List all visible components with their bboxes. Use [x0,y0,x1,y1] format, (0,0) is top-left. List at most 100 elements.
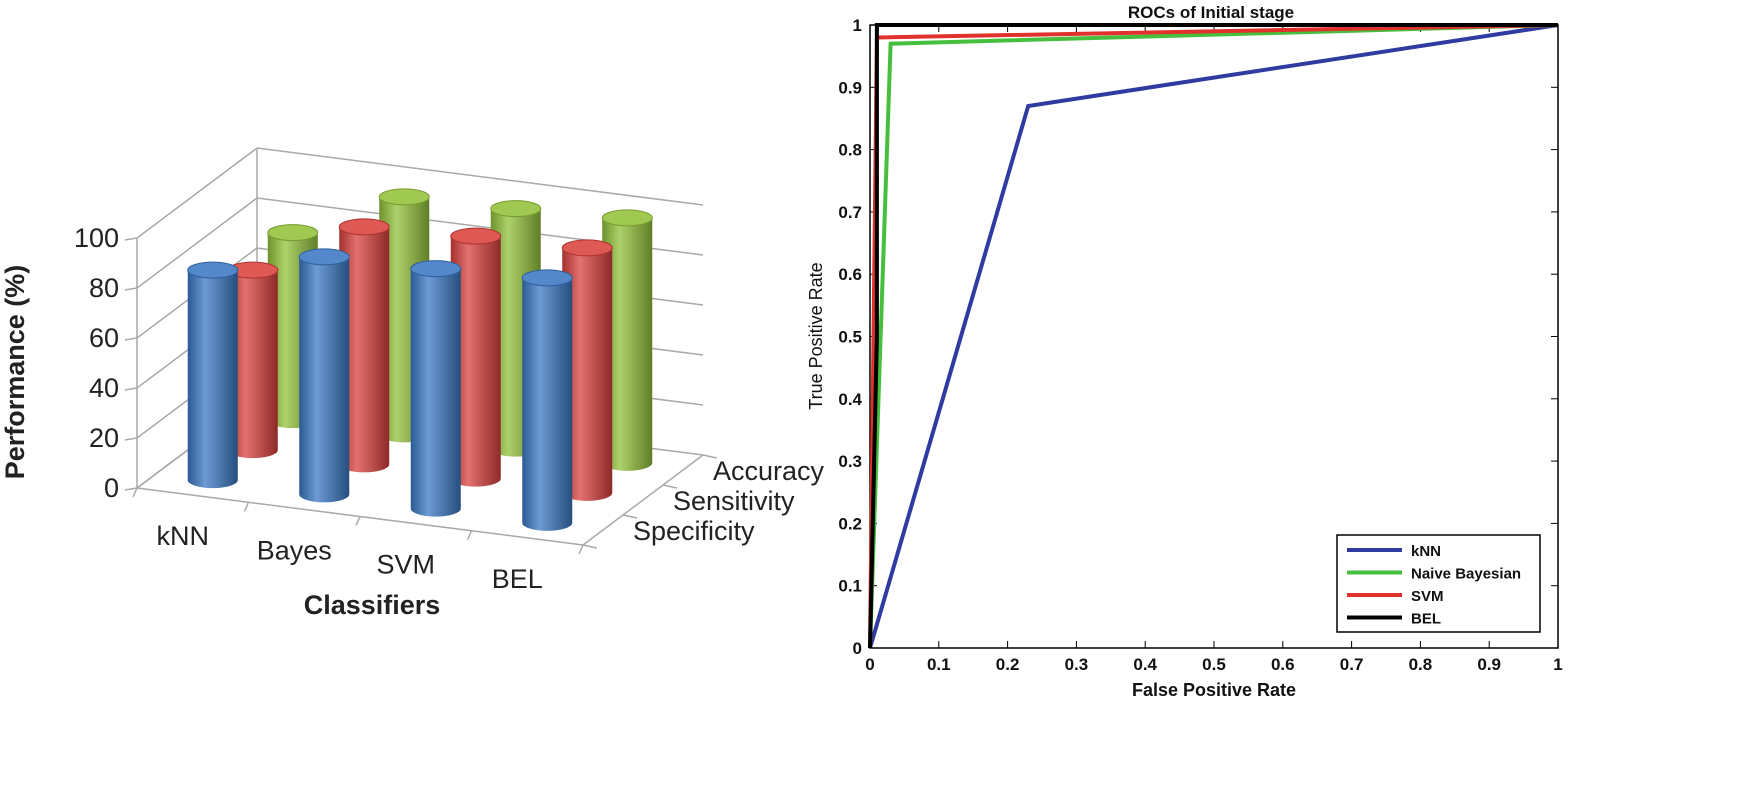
cylinder-top [490,200,542,218]
cylinder-bar [338,218,390,473]
cylinder-top [521,269,573,287]
cylinder-body [410,268,461,517]
cylinder-top [267,224,319,242]
depth-tick-mark [582,544,598,549]
y-tick-label: 80 [89,273,119,303]
legend-item: Naive Bayesian [1347,566,1521,583]
cylinder-bar [521,269,573,531]
x-tick-label: 0.7 [1340,655,1364,674]
x-tick-mark [132,487,138,498]
cylinder-bar [410,260,462,517]
y-tick-label: 0 [104,473,119,503]
y-tick-label: 60 [89,323,119,353]
cylinder-top [450,227,502,245]
y-axis-title: Performance (%) [0,265,30,480]
legend-label: kNN [1411,543,1441,560]
x-tick-label: 0 [865,655,874,674]
axis-line [582,454,704,546]
cylinder-body [187,270,238,489]
cylinder-body [562,247,613,501]
roc-line-chart: 0 0.1 0.2 0.3 0.4 0.5 0.6 0.7 0.8 0.9 1 0 0.1 0.2 0.3 0… [806,3,1563,700]
x-tick-label: 0.8 [1409,655,1433,674]
roc-curve-bel [868,23,1558,649]
y-tick-label: 20 [89,423,119,453]
x-tick-label: BEL [492,564,543,594]
x-tick-label: Bayes [257,535,332,565]
y-tick-mark [124,337,138,341]
legend-label: Naive Bayesian [1411,566,1521,583]
roc-curves [868,23,1559,649]
gridline [256,147,704,206]
x-tick-mark [466,530,473,541]
cylinder-top [601,209,653,227]
cylinder-bar [227,261,279,459]
x-tick-label: 0.2 [996,655,1020,674]
cylinder-bars [187,188,653,531]
y-tick-label: 0.7 [838,203,862,222]
cylinder-body [227,270,278,459]
cylinder-top [378,188,430,206]
cylinder-bar [561,239,613,501]
cylinder-top [561,239,613,257]
performance-3d-bar-chart: 0 20 40 60 80 100 kNN Bayes SVM BEL SpecificitySen… [0,147,825,620]
cylinder-bar [450,227,502,487]
x-tick-label: 0.4 [1133,655,1157,674]
x-axis-title: False Positive Rate [1132,680,1296,700]
legend-label: SVM [1411,588,1444,605]
x-tick-label: kNN [157,521,210,551]
depth-label: Specificity [633,516,755,546]
gridline [136,197,258,289]
x-tick-label: 0.5 [1202,655,1226,674]
x-tick-label: 0.9 [1477,655,1501,674]
cylinder-top [187,261,239,279]
y-tick-label: 40 [89,373,119,403]
y-tick-mark [124,237,138,241]
legend-item: SVM [1347,588,1444,605]
depth-label: Sensitivity [673,486,795,516]
x-tick-label: 0.1 [927,655,951,674]
x-tick-label: 0.6 [1271,655,1295,674]
gridline [136,147,258,239]
y-tick-label: 0.3 [838,452,862,471]
roc-curve-knn [868,23,1559,649]
cylinder-bar [187,261,239,489]
x-tick-label: SVM [376,550,435,580]
x-tick-label: 1 [1553,655,1562,674]
y-tick-label: 0.4 [838,390,862,409]
depth-label: Accuracy [713,456,825,486]
cylinder-body [339,226,390,473]
x-tick-mark [578,544,584,555]
cylinder-body [450,236,501,487]
legend-item: kNN [1347,543,1441,560]
roc-curve-naive-bayesian [868,23,1559,649]
depth-tick-mark [622,514,638,519]
x-axis-title: Classifiers [304,590,441,620]
x-tick-mark [355,516,361,526]
legend: kNN Naive Bayesian SVM BEL [1336,534,1541,633]
cylinder-body [522,277,573,531]
y-tick-mark [124,487,138,491]
cylinder-bar [298,248,350,503]
cylinder-top [298,248,350,266]
y-tick-label: 100 [74,223,119,253]
y-tick-label: 0.5 [838,328,862,347]
cylinder-bar [601,209,653,471]
y-tick-label: 0.8 [838,141,862,160]
legend-item: BEL [1347,611,1441,628]
depth-tick-mark [702,454,718,459]
y-tick-label: 0.2 [838,514,862,533]
y-tick-label: 1 [853,16,862,35]
y-tick-mark [124,287,138,291]
x-tick-label: 0.3 [1065,655,1089,674]
cylinder-top [410,260,462,278]
y-tick-label: 0.9 [838,78,862,97]
cylinder-top [338,218,390,236]
y-tick-label: 0 [853,639,862,658]
x-tick-mark [243,501,250,512]
cylinder-body [602,217,653,471]
chart-title: ROCs of Initial stage [1128,3,1294,22]
depth-tick-mark [662,484,678,489]
y-axis-title: True Positive Rate [806,262,826,409]
cylinder-body [299,256,350,503]
